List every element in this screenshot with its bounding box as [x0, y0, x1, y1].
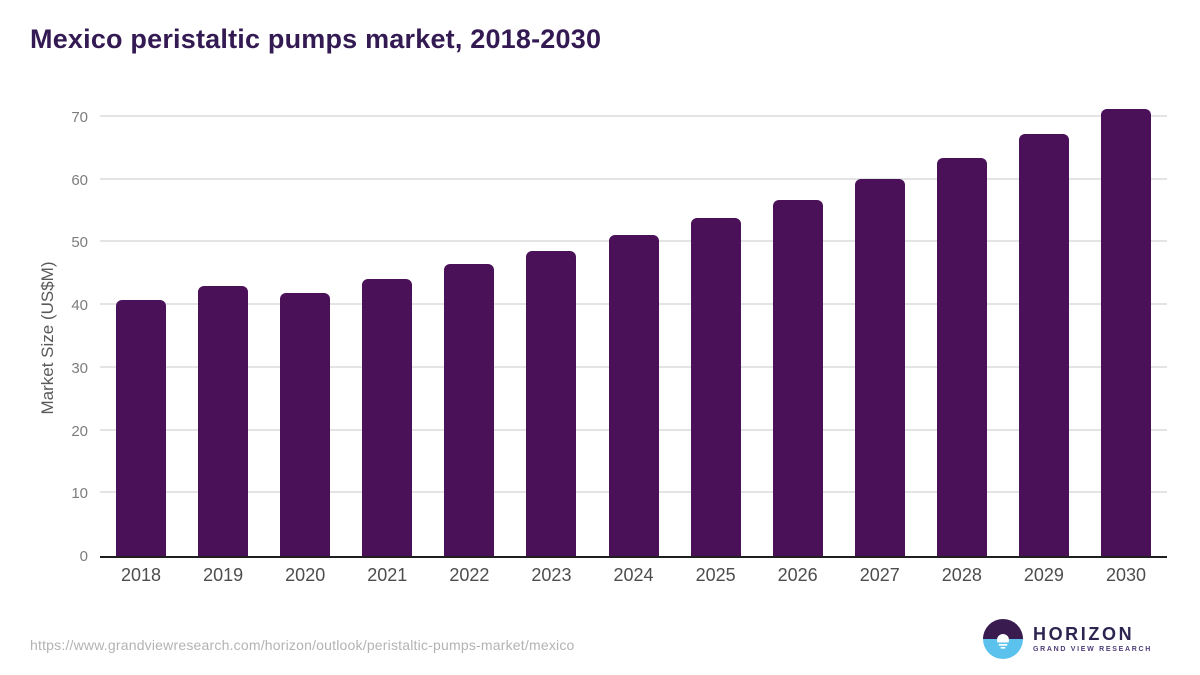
x-tick-label-2028: 2028 — [941, 564, 982, 585]
bar-2026 — [772, 199, 823, 556]
x-tick-label-2018: 2018 — [121, 564, 162, 585]
bar-slot-2020 — [264, 100, 346, 556]
x-tick-label-2030: 2030 — [1105, 564, 1146, 585]
bar-2023 — [526, 251, 577, 556]
x-tick-label-2027: 2027 — [859, 564, 900, 585]
bar-slot-2028 — [921, 100, 1003, 556]
bar-2025 — [690, 217, 741, 556]
bar-slot-2018 — [100, 100, 182, 556]
horizon-logo-icon — [982, 619, 1023, 659]
bar-chart: Market Size (US$M) 2018 2019 2020 2021 2022 2… — [0, 100, 1200, 585]
horizon-logo: HORIZON GRAND VIEW RESEARCH — [982, 619, 1152, 659]
bar-slot-2026 — [757, 100, 839, 556]
bar-slot-2019 — [182, 100, 264, 556]
horizon-logo-name: HORIZON — [1032, 623, 1135, 644]
bar-2024 — [608, 235, 659, 556]
bar-slot-2029 — [1003, 100, 1085, 556]
horizon-logo-text: HORIZON GRAND VIEW RESEARCH — [1032, 623, 1152, 654]
bar-slot-2021 — [346, 100, 428, 556]
x-tick-label-2019: 2019 — [203, 564, 244, 585]
x-tick-label-2025: 2025 — [695, 564, 736, 585]
bar-slot-2027 — [839, 100, 921, 556]
x-tick-label-2029: 2029 — [1023, 564, 1064, 585]
gridline-70 — [100, 114, 1167, 117]
x-tick-label-2021: 2021 — [367, 564, 408, 585]
y-tick-label-40: 40 — [71, 297, 88, 315]
bar-2018 — [116, 300, 167, 556]
y-tick-label-0: 0 — [79, 548, 88, 565]
bar-2022 — [444, 264, 495, 556]
horizon-logo-subtitle: GRAND VIEW RESEARCH — [1032, 646, 1152, 654]
bar-slot-2030 — [1085, 100, 1167, 556]
bar-2021 — [362, 279, 413, 556]
y-tick-label-10: 10 — [71, 485, 88, 503]
bar-2029 — [1018, 133, 1069, 556]
bar-slot-2025 — [675, 100, 757, 556]
bar-2027 — [854, 178, 905, 556]
plot-area: 2018 2019 2020 2021 2022 2023 2024 2025 2026 2027… — [71, 100, 1167, 585]
y-axis-title: Market Size (US$M) — [38, 261, 57, 415]
bar-slot-2022 — [428, 100, 510, 556]
y-tick-label-30: 30 — [71, 359, 88, 377]
bar-slot-2024 — [592, 100, 674, 556]
gridline-60 — [100, 177, 1167, 180]
x-axis-labels: 2018 2019 2020 2021 2022 2023 2024 2025 2026 2027… — [100, 556, 1167, 594]
bar-2030 — [1100, 109, 1151, 556]
y-tick-label-20: 20 — [71, 422, 88, 440]
x-tick-label-2024: 2024 — [613, 564, 654, 585]
x-tick-label-2023: 2023 — [531, 564, 572, 585]
bars-row — [100, 100, 1167, 556]
y-tick-label-60: 60 — [71, 171, 88, 189]
x-tick-label-2026: 2026 — [777, 564, 818, 585]
footer: https://www.grandviewresearch.com/horizo… — [0, 613, 1200, 675]
y-tick-label-70: 70 — [71, 108, 88, 126]
bar-2019 — [198, 286, 249, 556]
bar-2028 — [936, 157, 987, 556]
bar-2020 — [280, 293, 331, 556]
x-tick-label-2020: 2020 — [285, 564, 326, 585]
x-tick-label-2022: 2022 — [449, 564, 490, 585]
y-tick-label-50: 50 — [71, 234, 88, 252]
page-title: Mexico peristaltic pumps market, 2018-20… — [30, 24, 602, 54]
source-url: https://www.grandviewresearch.com/horizo… — [30, 637, 575, 653]
bar-slot-2023 — [510, 100, 592, 556]
